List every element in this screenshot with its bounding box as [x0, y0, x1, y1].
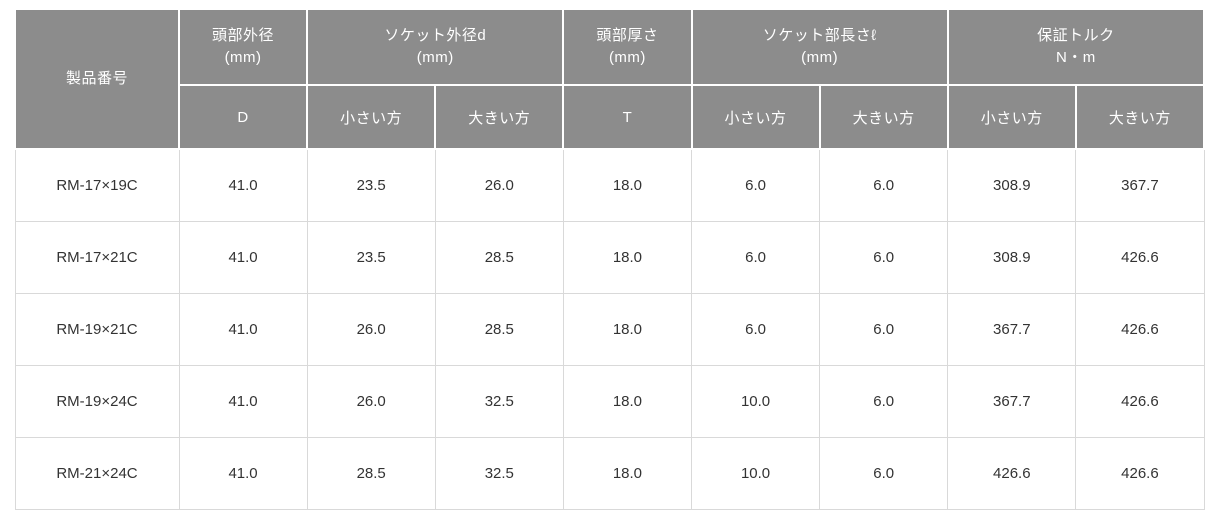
header-group-label: ソケット外径d — [384, 27, 487, 44]
cell-value: 6.0 — [690, 292, 821, 366]
cell-value: 23.5 — [306, 220, 436, 294]
header-sub-torque-large: 大きい方 — [1074, 84, 1206, 150]
header-group-unit: (mm) — [608, 49, 646, 66]
cell-value: 426.6 — [1075, 364, 1205, 438]
table-row: RM-21×24C 41.0 28.5 32.5 18.0 10.0 6.0 4… — [14, 436, 1205, 510]
cell-value: 10.0 — [690, 364, 821, 438]
header-group-head-thickness: 頭部厚さ (mm) — [562, 8, 693, 86]
cell-value: 41.0 — [178, 148, 308, 222]
product-spec-table: 製品番号 頭部外径 (mm) ソケット外径d (mm) 頭部厚さ (mm) ソケ… — [14, 8, 1206, 510]
cell-value: 41.0 — [178, 292, 308, 366]
header-group-unit: (mm) — [416, 49, 454, 66]
cell-value: 308.9 — [947, 148, 1077, 222]
table-body: RM-17×19C 41.0 23.5 26.0 18.0 6.0 6.0 30… — [14, 148, 1205, 510]
cell-value: 18.0 — [562, 148, 693, 222]
cell-product: RM-17×19C — [14, 148, 180, 222]
header-sub-t: T — [562, 84, 693, 150]
cell-product: RM-17×21C — [14, 220, 180, 294]
header-sub-d: D — [177, 84, 309, 150]
cell-value: 426.6 — [1075, 436, 1205, 510]
cell-value: 41.0 — [178, 220, 308, 294]
header-group-socket-outer-diameter: ソケット外径d (mm) — [306, 8, 565, 86]
header-sub-torque-small: 小さい方 — [946, 84, 1077, 150]
header-group-label: 頭部厚さ — [596, 27, 659, 44]
cell-value: 308.9 — [947, 220, 1077, 294]
header-group-unit: N・m — [1055, 49, 1096, 66]
header-sub-socket-dia-small: 小さい方 — [306, 84, 437, 150]
header-sub-socket-dia-large: 大きい方 — [434, 84, 565, 150]
cell-value: 6.0 — [819, 220, 949, 294]
cell-value: 23.5 — [306, 148, 436, 222]
table-row: RM-19×21C 41.0 26.0 28.5 18.0 6.0 6.0 36… — [14, 292, 1205, 366]
header-group-row: 製品番号 頭部外径 (mm) ソケット外径d (mm) 頭部厚さ (mm) ソケ… — [14, 8, 1206, 150]
cell-value: 6.0 — [690, 148, 821, 222]
cell-value: 10.0 — [690, 436, 821, 510]
header-group-socket-length: ソケット部長さℓ (mm) — [690, 8, 949, 86]
header-group-unit: (mm) — [801, 49, 839, 66]
cell-value: 367.7 — [1075, 148, 1205, 222]
cell-value: 367.7 — [947, 364, 1077, 438]
cell-value: 426.6 — [1075, 220, 1205, 294]
cell-product: RM-19×24C — [14, 364, 180, 438]
cell-product: RM-21×24C — [14, 436, 180, 510]
cell-value: 26.0 — [306, 364, 436, 438]
cell-product: RM-19×21C — [14, 292, 180, 366]
cell-value: 426.6 — [1075, 292, 1205, 366]
cell-value: 6.0 — [690, 220, 821, 294]
header-group-head-outer-diameter: 頭部外径 (mm) — [177, 8, 309, 86]
cell-value: 26.0 — [434, 148, 564, 222]
cell-value: 41.0 — [178, 364, 308, 438]
cell-value: 18.0 — [562, 220, 693, 294]
header-group-label: 頭部外径 — [212, 27, 275, 44]
header-group-unit: (mm) — [224, 49, 262, 66]
table-row: RM-19×24C 41.0 26.0 32.5 18.0 10.0 6.0 3… — [14, 364, 1205, 438]
table-row: RM-17×19C 41.0 23.5 26.0 18.0 6.0 6.0 30… — [14, 148, 1205, 222]
cell-value: 6.0 — [819, 364, 949, 438]
header-group-guaranteed-torque: 保証トルク N・m — [946, 8, 1206, 86]
cell-value: 6.0 — [819, 436, 949, 510]
header-sub-socket-len-small: 小さい方 — [690, 84, 821, 150]
cell-value: 18.0 — [562, 292, 693, 366]
cell-value: 6.0 — [819, 292, 949, 366]
header-sub-row: D 小さい方 大きい方 T 小さい方 大きい方 小さい方 大きい方 — [15, 84, 1206, 150]
cell-value: 367.7 — [947, 292, 1077, 366]
header-sub-socket-len-large: 大きい方 — [818, 84, 949, 150]
cell-value: 18.0 — [562, 364, 693, 438]
cell-value: 28.5 — [434, 220, 564, 294]
cell-value: 26.0 — [306, 292, 436, 366]
cell-value: 28.5 — [306, 436, 436, 510]
header-product-number-label: 製品番号 — [65, 70, 128, 87]
header-product-number: 製品番号 — [14, 8, 180, 150]
header-group-label: 保証トルク — [1037, 27, 1115, 44]
cell-value: 18.0 — [562, 436, 693, 510]
cell-value: 426.6 — [947, 436, 1077, 510]
table-row: RM-17×21C 41.0 23.5 28.5 18.0 6.0 6.0 30… — [14, 220, 1205, 294]
cell-value: 41.0 — [178, 436, 308, 510]
cell-value: 32.5 — [434, 436, 564, 510]
cell-value: 6.0 — [819, 148, 949, 222]
table-header: 製品番号 頭部外径 (mm) ソケット外径d (mm) 頭部厚さ (mm) ソケ… — [14, 8, 1206, 150]
cell-value: 32.5 — [434, 364, 564, 438]
cell-value: 28.5 — [434, 292, 564, 366]
header-group-label: ソケット部長さℓ — [762, 27, 877, 44]
